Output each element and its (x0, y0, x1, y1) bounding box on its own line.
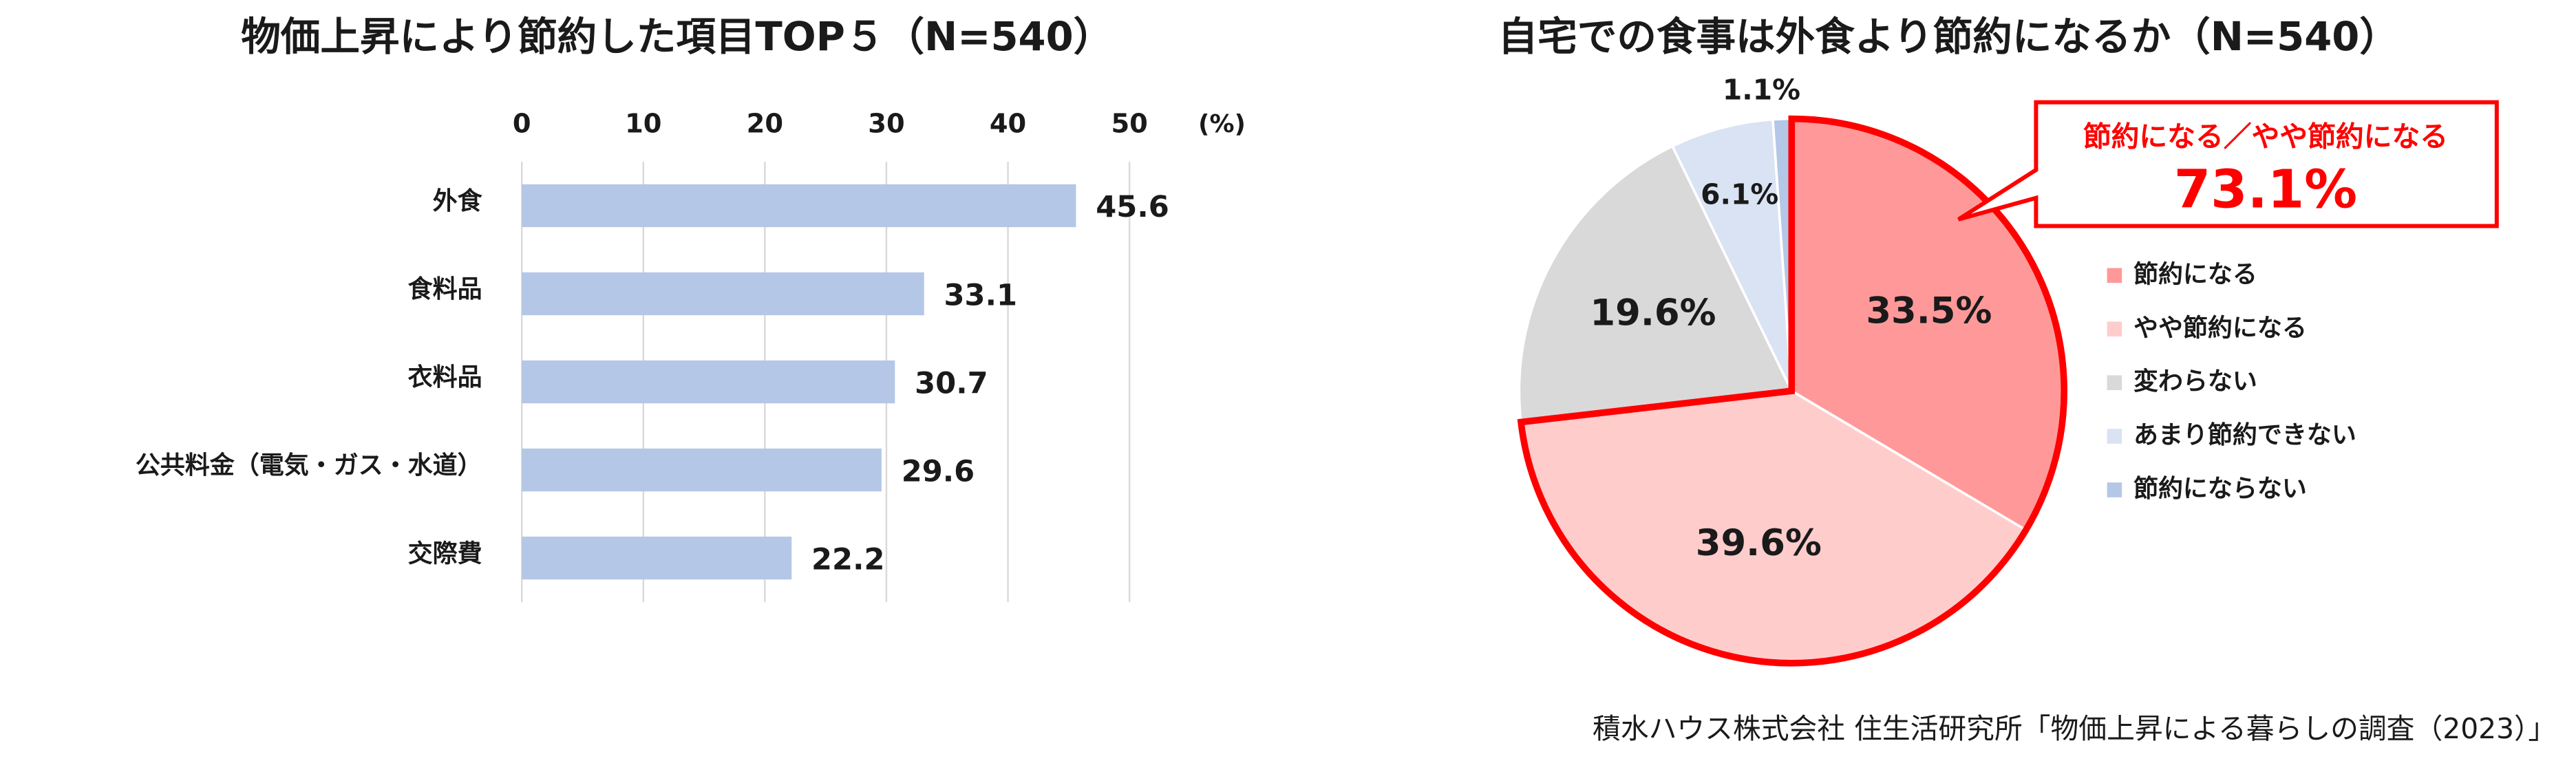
x-tick-label: 50 (1111, 109, 1147, 140)
callout-text: 節約になる／やや節約になる (2083, 120, 2448, 153)
legend-label: あまり節約できない (2133, 421, 2356, 449)
bar-title: 物価上昇により節約した項目TOP５（N=540） (241, 14, 1113, 60)
slice-label: 6.1% (1701, 178, 1778, 211)
y-tick-label: 公共料金（電気・ガス・水道） (136, 451, 482, 480)
bar (522, 448, 882, 492)
bar (522, 272, 924, 316)
value-label: 30.7 (915, 366, 988, 400)
x-tick-label: 30 (868, 109, 904, 140)
legend-swatch (2107, 429, 2122, 444)
legend-swatch (2107, 321, 2122, 337)
legend-label: 節約になる (2133, 260, 2257, 288)
value-label: 33.1 (944, 278, 1018, 312)
pie-title: 自宅での食事は外食より節約になるか（N=540） (1498, 14, 2399, 60)
source: 積水ハウス株式会社 住生活研究所「物価上昇による暮らしの調査（2023）」 (1593, 712, 2556, 745)
bar (522, 184, 1076, 228)
bar (522, 536, 792, 580)
callout-value: 73.1% (2174, 160, 2357, 221)
pie-slice (1518, 144, 1794, 424)
legend-label: やや節約になる (2133, 314, 2307, 342)
value-label: 29.6 (902, 454, 975, 489)
slice-label: 1.1% (1723, 73, 1800, 106)
legend-swatch (2107, 375, 2122, 390)
x-tick-label: 0 (513, 109, 531, 140)
callout-box (1957, 100, 2499, 228)
highlight-outline (1517, 115, 2067, 667)
bar (522, 360, 895, 404)
y-tick-label: 外食 (433, 187, 483, 215)
legend-swatch (2107, 268, 2122, 283)
slice-label: 33.5% (1866, 290, 1992, 332)
x-axis-unit: (%) (1198, 110, 1246, 138)
legend-label: 変わらない (2133, 367, 2257, 396)
y-tick-label: 食料品 (408, 275, 482, 303)
slice-label: 19.6% (1590, 292, 1716, 334)
value-label: 22.2 (811, 542, 885, 577)
legend-label: 節約にならない (2133, 475, 2307, 503)
y-tick-label: 衣料品 (408, 363, 482, 392)
legend-swatch (2107, 482, 2122, 497)
value-label: 45.6 (1096, 190, 1169, 224)
x-tick-label: 20 (747, 109, 783, 140)
pie-slice (1670, 118, 1793, 392)
y-tick-label: 交際費 (408, 539, 482, 568)
x-tick-label: 40 (990, 109, 1026, 140)
x-tick-label: 10 (625, 109, 661, 140)
slice-label: 39.6% (1696, 522, 1822, 564)
